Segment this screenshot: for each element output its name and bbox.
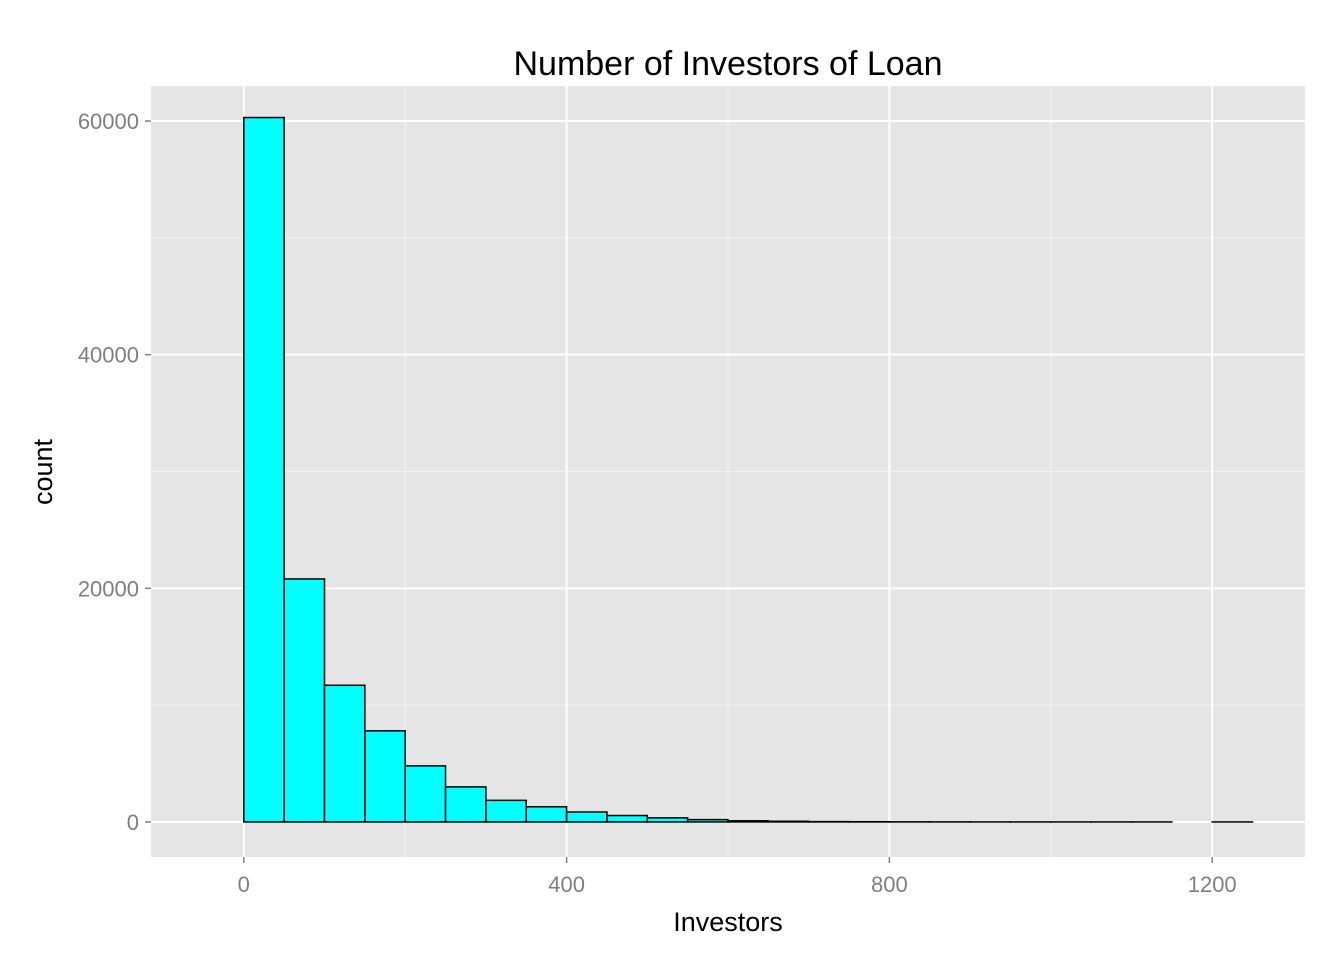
y-axis-title: count (28, 438, 58, 505)
histogram-bar (727, 820, 770, 823)
histogram-bar (646, 817, 689, 823)
histogram-bar (686, 818, 729, 823)
histogram-bar (565, 811, 608, 823)
histogram-bar (767, 820, 810, 823)
x-axis-title: Investors (673, 907, 783, 937)
x-axis-ticks: 0 400 800 1200 (238, 857, 1237, 897)
histogram-bars (243, 116, 1254, 823)
chart-title: Number of Investors of Loan (513, 45, 942, 83)
histogram-bar (404, 765, 447, 823)
y-tick-label: 20000 (78, 576, 139, 601)
histogram-bar (485, 799, 528, 823)
minor-gridlines (151, 86, 1305, 857)
y-tick-label: 40000 (78, 343, 139, 368)
histogram-bar (525, 806, 568, 823)
histogram-bar (364, 730, 406, 823)
histogram-bar (444, 786, 487, 823)
x-tick-label: 400 (548, 872, 585, 897)
x-tick-label: 800 (871, 872, 908, 897)
histogram-bar (243, 116, 285, 823)
x-tick-label: 0 (238, 872, 250, 897)
x-tick-label: 1200 (1188, 872, 1237, 897)
y-tick-label: 0 (127, 810, 139, 835)
histogram-bar (283, 578, 326, 823)
y-tick-label: 60000 (78, 109, 139, 134)
histogram-bar (323, 684, 366, 823)
y-axis-ticks: 0 20000 40000 60000 (78, 109, 151, 835)
histogram-bar (606, 814, 649, 823)
